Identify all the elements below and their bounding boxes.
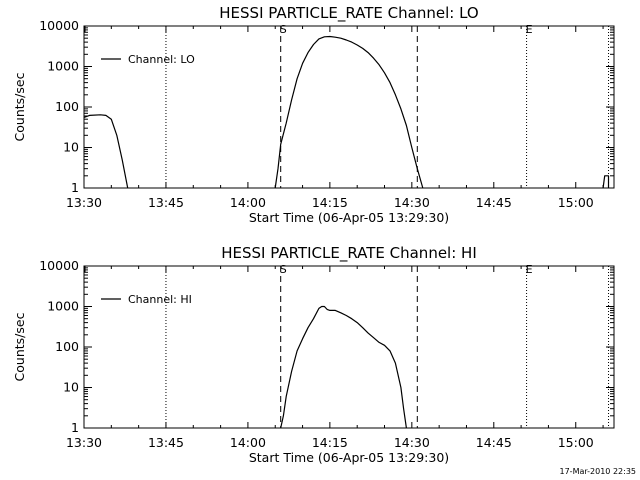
x-tick-label: 14:45 bbox=[476, 195, 512, 210]
time-marker-label: S bbox=[280, 263, 287, 276]
x-tick-label: 14:00 bbox=[230, 435, 266, 450]
legend-label: Channel: LO bbox=[128, 53, 195, 66]
y-tick-label: 1 bbox=[71, 420, 79, 435]
x-tick-label: 14:15 bbox=[312, 435, 348, 450]
chart-title: HESSI PARTICLE_RATE Channel: LO bbox=[219, 4, 478, 23]
y-tick-label: 10 bbox=[63, 380, 79, 395]
series-line-1-segment-2 bbox=[274, 35, 424, 189]
y-tick-label: 1000 bbox=[47, 59, 79, 74]
x-axis-label: Start Time (06-Apr-05 13:29:30) bbox=[249, 450, 449, 465]
y-tick-label: 100 bbox=[55, 99, 79, 114]
time-marker-label: E bbox=[526, 263, 533, 276]
x-tick-label: 14:30 bbox=[394, 195, 430, 210]
x-tick-label: 13:45 bbox=[148, 195, 184, 210]
y-tick-label: 10000 bbox=[39, 18, 79, 33]
footer-timestamp: 17-Mar-2010 22:35 bbox=[560, 467, 637, 476]
x-tick-label: 13:30 bbox=[66, 195, 102, 210]
series-line-1-segment-1 bbox=[280, 305, 407, 429]
x-tick-label: 14:30 bbox=[394, 435, 430, 450]
x-tick-label: 14:15 bbox=[312, 195, 348, 210]
y-tick-label: 100 bbox=[55, 339, 79, 354]
x-tick-label: 15:00 bbox=[558, 195, 594, 210]
y-axis-label: Counts/sec bbox=[12, 312, 27, 381]
legend-label: Channel: HI bbox=[128, 293, 192, 306]
y-tick-label: 10 bbox=[63, 140, 79, 155]
plot-frame bbox=[83, 25, 615, 189]
x-tick-label: 15:00 bbox=[558, 435, 594, 450]
x-tick-label: 14:45 bbox=[476, 435, 512, 450]
series-line-1-segment-3 bbox=[602, 175, 610, 189]
chart-panel-1: HESSI PARTICLE_RATE Channel: LO 13:30 13:4… bbox=[12, 4, 615, 225]
chart-panel-2: HESSI PARTICLE_RATE Channel: HI 13:30 13:4… bbox=[12, 244, 615, 465]
time-marker-label: S bbox=[280, 23, 287, 36]
series-line-1-segment-1 bbox=[83, 114, 129, 189]
x-tick-label: 13:30 bbox=[66, 435, 102, 450]
y-tick-label: 1000 bbox=[47, 299, 79, 314]
chart-title: HESSI PARTICLE_RATE Channel: HI bbox=[221, 244, 477, 263]
y-tick-label: 1 bbox=[71, 180, 79, 195]
y-axis-label: Counts/sec bbox=[12, 72, 27, 141]
x-tick-label: 14:00 bbox=[230, 195, 266, 210]
plot-frame bbox=[83, 265, 615, 429]
x-tick-label: 13:45 bbox=[148, 435, 184, 450]
time-marker-label: E bbox=[526, 23, 533, 36]
y-tick-label: 10000 bbox=[39, 258, 79, 273]
x-axis-label: Start Time (06-Apr-05 13:29:30) bbox=[249, 210, 449, 225]
